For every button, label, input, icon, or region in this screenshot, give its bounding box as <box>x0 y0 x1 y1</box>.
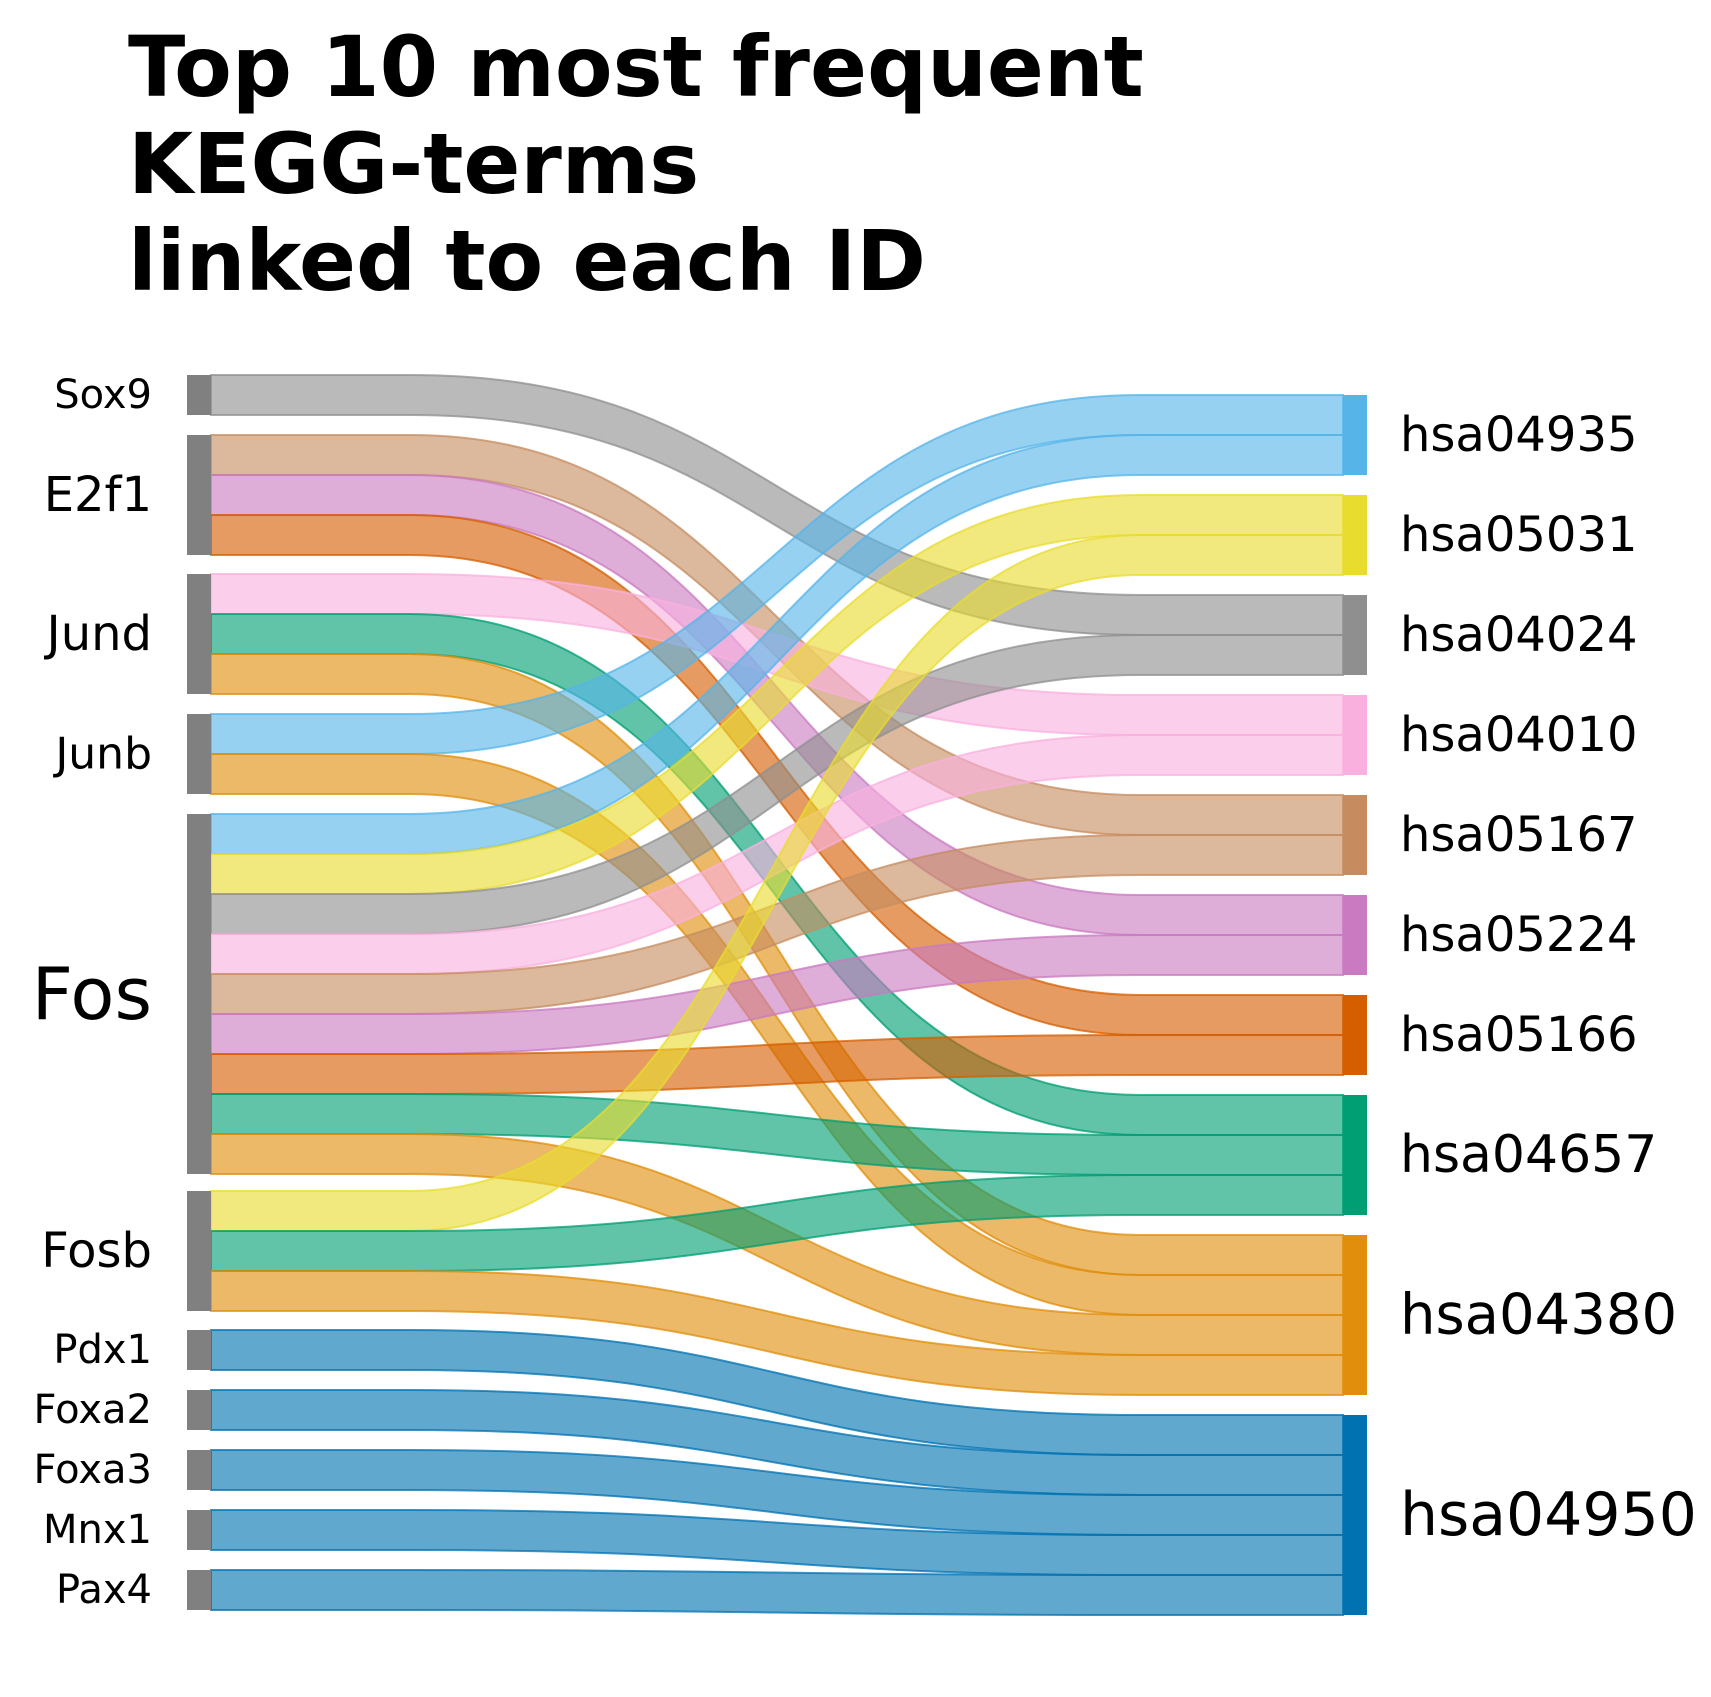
source-node-e2f1 <box>187 435 211 555</box>
source-label-foxa3: Foxa3 <box>34 1447 152 1493</box>
source-label-pdx1: Pdx1 <box>53 1327 152 1373</box>
target-node-hsa04380 <box>1343 1235 1367 1395</box>
target-label-hsa04380: hsa04380 <box>1400 1283 1677 1348</box>
source-node-fosb <box>187 1191 211 1311</box>
target-label-hsa04657: hsa04657 <box>1400 1125 1657 1185</box>
target-label-hsa05167: hsa05167 <box>1400 807 1638 863</box>
chart-title: Top 10 most frequent KEGG-terms linked t… <box>128 18 1144 310</box>
source-label-foxa2: Foxa2 <box>34 1387 152 1433</box>
source-node-mnx1 <box>187 1510 211 1550</box>
source-label-junb: Junb <box>52 729 152 780</box>
target-label-hsa05031: hsa05031 <box>1400 507 1638 563</box>
source-node-sox9 <box>187 375 211 415</box>
target-label-hsa04024: hsa04024 <box>1400 607 1638 663</box>
sankey-links <box>210 374 1344 1616</box>
source-label-fos: Fos <box>32 952 152 1036</box>
sankey-nodes <box>187 375 1367 1615</box>
source-label-jund: Jund <box>44 606 152 662</box>
target-node-hsa05167 <box>1343 795 1367 875</box>
chart-title-line: Top 10 most frequent <box>128 18 1144 116</box>
source-label-e2f1: E2f1 <box>44 467 152 523</box>
source-node-junb <box>187 714 211 794</box>
sankey-link-pax4-hsa04950 <box>210 1569 1344 1616</box>
source-label-mnx1: Mnx1 <box>43 1507 152 1553</box>
chart-title-line: linked to each ID <box>128 212 926 310</box>
source-label-sox9: Sox9 <box>54 372 152 418</box>
target-node-hsa04657 <box>1343 1095 1367 1215</box>
target-node-hsa04935 <box>1343 395 1367 475</box>
source-node-foxa2 <box>187 1390 211 1430</box>
target-node-hsa04950 <box>1343 1415 1367 1615</box>
source-node-jund <box>187 574 211 694</box>
source-node-pdx1 <box>187 1330 211 1370</box>
target-node-hsa05166 <box>1343 995 1367 1075</box>
sankey-labels: Sox9 E2f1 Jund Junb Fos Fosb Pdx1 Foxa2 Foxa3 Mnx… <box>32 372 1697 1613</box>
chart-title-line: KEGG-terms <box>128 115 699 213</box>
target-node-hsa05224 <box>1343 895 1367 975</box>
target-label-hsa04010: hsa04010 <box>1400 707 1638 763</box>
source-label-pax4: Pax4 <box>56 1567 152 1613</box>
target-label-hsa05224: hsa05224 <box>1400 907 1638 963</box>
target-node-hsa04024 <box>1343 595 1367 675</box>
target-label-hsa05166: hsa05166 <box>1400 1007 1638 1063</box>
target-node-hsa04010 <box>1343 695 1367 775</box>
target-node-hsa05031 <box>1343 495 1367 575</box>
target-label-hsa04950: hsa04950 <box>1400 1480 1697 1550</box>
source-label-fosb: Fosb <box>41 1223 152 1279</box>
source-node-fos <box>187 814 211 1174</box>
target-label-hsa04935: hsa04935 <box>1400 407 1638 463</box>
source-node-pax4 <box>187 1570 211 1610</box>
source-node-foxa3 <box>187 1450 211 1490</box>
